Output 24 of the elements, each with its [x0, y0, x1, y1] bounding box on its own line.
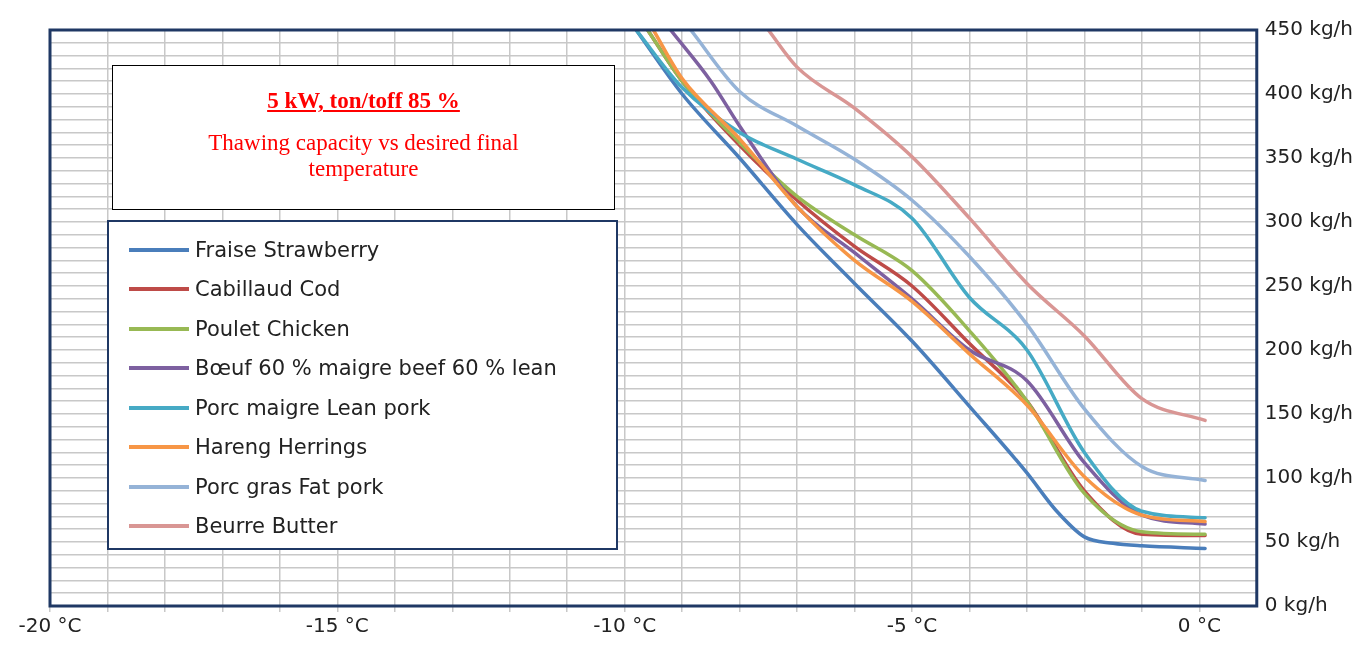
x-tick-label: -15 °C	[305, 613, 369, 638]
y-tick-label: 300 kg/h	[1264, 208, 1354, 233]
y-tick-label: 450 kg/h	[1264, 16, 1354, 41]
legend-label: Beurre Butter	[195, 514, 338, 539]
y-tick-label: 350 kg/h	[1264, 144, 1354, 169]
legend-label: Porc gras Fat pork	[195, 474, 384, 499]
legend-label: Hareng Herrings	[195, 435, 368, 460]
legend-label: Porc maigre Lean pork	[195, 395, 431, 420]
x-tick-label: 0 °C	[1177, 613, 1221, 638]
y-tick-label: 200 kg/h	[1264, 336, 1354, 361]
y-tick-label: 100 kg/h	[1264, 464, 1354, 489]
y-tick-label: 400 kg/h	[1264, 80, 1354, 105]
legend-label: Fraise Strawberry	[195, 237, 380, 262]
legend-label: Poulet Chicken	[195, 316, 350, 341]
y-tick-label: 0 kg/h	[1264, 592, 1328, 617]
y-tick-label: 150 kg/h	[1264, 400, 1354, 425]
legend-label: Cabillaud Cod	[195, 277, 341, 302]
title-panel: 5 kW, ton/toff 85 % Thawing capacity vs desired final temperature	[112, 65, 615, 210]
x-tick-label: -20 °C	[18, 613, 82, 638]
legend-label: Bœuf 60 % maigre beef 60 % lean	[195, 356, 557, 381]
y-tick-label: 50 kg/h	[1264, 528, 1341, 553]
x-tick-label: -10 °C	[593, 613, 657, 638]
x-tick-label: -5 °C	[886, 613, 938, 638]
y-tick-label: 250 kg/h	[1264, 272, 1354, 297]
